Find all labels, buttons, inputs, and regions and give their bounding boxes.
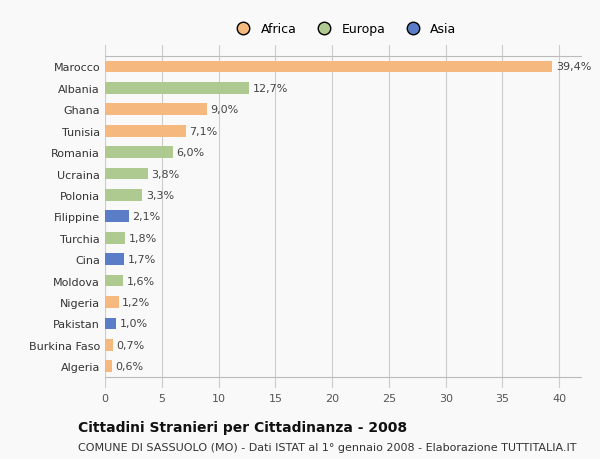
Bar (105, 339, 113, 351)
Text: 1,2%: 1,2% (122, 297, 150, 308)
Bar (105, 211, 129, 223)
Bar (105, 254, 124, 265)
Bar (105, 83, 249, 95)
Text: 1,6%: 1,6% (127, 276, 155, 286)
Text: 1,7%: 1,7% (128, 255, 156, 264)
Bar (105, 232, 125, 244)
Text: 7,1%: 7,1% (189, 126, 217, 136)
Text: 3,3%: 3,3% (146, 190, 174, 201)
Bar (105, 297, 119, 308)
Bar (105, 147, 173, 159)
Bar (105, 104, 207, 116)
Text: COMUNE DI SASSUOLO (MO) - Dati ISTAT al 1° gennaio 2008 - Elaborazione TUTTITALI: COMUNE DI SASSUOLO (MO) - Dati ISTAT al … (78, 442, 577, 452)
Text: 2,1%: 2,1% (132, 212, 161, 222)
Bar (105, 168, 148, 180)
Text: 1,8%: 1,8% (129, 233, 157, 243)
Text: 9,0%: 9,0% (211, 105, 239, 115)
Bar (105, 361, 112, 372)
Legend: Africa, Europa, Asia: Africa, Europa, Asia (226, 18, 461, 41)
Text: 39,4%: 39,4% (556, 62, 591, 73)
Text: 12,7%: 12,7% (253, 84, 288, 94)
Bar (105, 275, 123, 287)
Bar (105, 62, 553, 73)
Bar (105, 126, 185, 137)
Text: 1,0%: 1,0% (120, 319, 148, 329)
Text: 0,7%: 0,7% (116, 340, 145, 350)
Text: Cittadini Stranieri per Cittadinanza - 2008: Cittadini Stranieri per Cittadinanza - 2… (78, 420, 407, 434)
Bar (105, 190, 142, 202)
Text: 6,0%: 6,0% (176, 148, 205, 158)
Bar (105, 318, 116, 330)
Text: 3,8%: 3,8% (152, 169, 180, 179)
Text: 0,6%: 0,6% (115, 361, 143, 371)
